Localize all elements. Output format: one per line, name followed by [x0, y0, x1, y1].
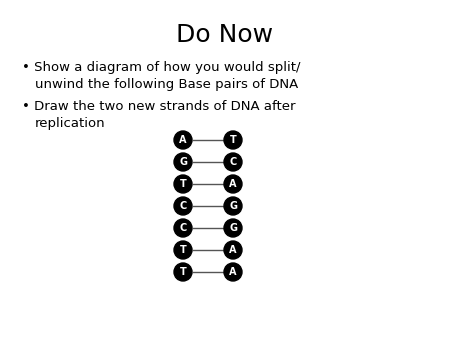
- Text: • Draw the two new strands of DNA after: • Draw the two new strands of DNA after: [22, 100, 296, 113]
- Text: A: A: [229, 245, 237, 255]
- Text: unwind the following Base pairs of DNA: unwind the following Base pairs of DNA: [35, 78, 298, 91]
- Ellipse shape: [224, 263, 242, 281]
- Text: G: G: [229, 201, 237, 211]
- Text: C: C: [230, 157, 237, 167]
- Text: G: G: [229, 223, 237, 233]
- Text: T: T: [180, 179, 186, 189]
- Text: C: C: [180, 223, 187, 233]
- Text: G: G: [179, 157, 187, 167]
- Ellipse shape: [174, 175, 192, 193]
- Ellipse shape: [224, 197, 242, 215]
- Ellipse shape: [174, 131, 192, 149]
- Text: T: T: [180, 245, 186, 255]
- Text: C: C: [180, 201, 187, 211]
- Text: replication: replication: [35, 117, 106, 130]
- Ellipse shape: [174, 263, 192, 281]
- Ellipse shape: [224, 219, 242, 237]
- Ellipse shape: [224, 175, 242, 193]
- Ellipse shape: [174, 241, 192, 259]
- Ellipse shape: [174, 153, 192, 171]
- Text: A: A: [179, 135, 187, 145]
- Text: Do Now: Do Now: [176, 23, 274, 47]
- Text: A: A: [229, 179, 237, 189]
- Ellipse shape: [224, 153, 242, 171]
- Text: T: T: [230, 135, 236, 145]
- Text: A: A: [229, 267, 237, 277]
- Ellipse shape: [174, 219, 192, 237]
- Text: T: T: [180, 267, 186, 277]
- Ellipse shape: [174, 197, 192, 215]
- Ellipse shape: [224, 241, 242, 259]
- Ellipse shape: [224, 131, 242, 149]
- Text: • Show a diagram of how you would split/: • Show a diagram of how you would split/: [22, 61, 301, 74]
